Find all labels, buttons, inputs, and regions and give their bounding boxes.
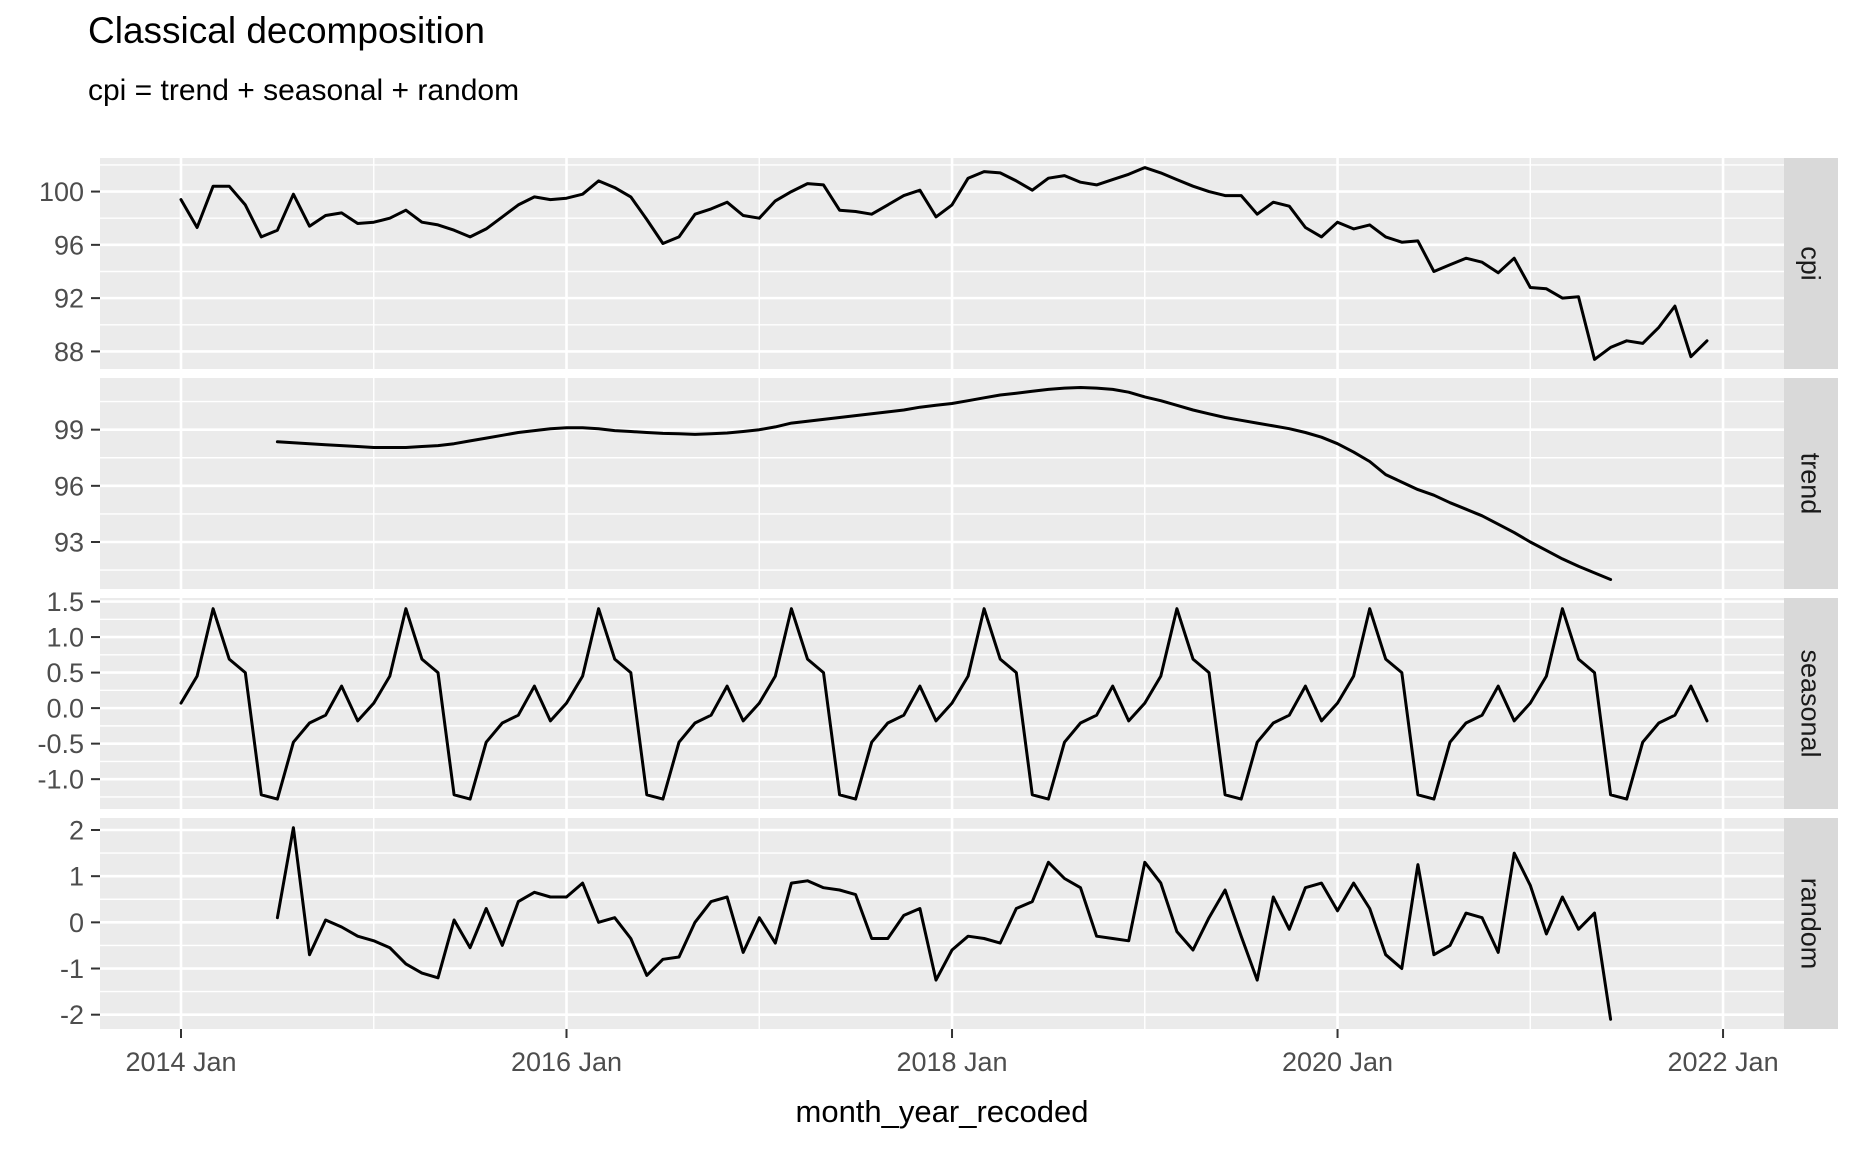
y-tick-label-random: -2 [60, 1000, 84, 1030]
y-tick-label-random: 2 [69, 815, 84, 845]
trend-line [275, 386, 1613, 581]
chart-title: Classical decomposition [88, 10, 485, 51]
y-tick-label-seasonal: -0.5 [37, 729, 84, 759]
strip-random [1784, 818, 1838, 1029]
strip-label-cpi: cpi [1796, 246, 1826, 281]
panel-cpi [100, 158, 1784, 369]
panel-seasonal [100, 598, 1784, 809]
x-axis: 2014 Jan 2016 Jan 2018 Jan 2020 Jan 2022 Jan [125, 1029, 1779, 1077]
y-tick-label-random: 1 [69, 862, 84, 892]
y-tick-label-seasonal: 1.0 [46, 623, 84, 653]
facet-trend: 99 96 93 trend [54, 378, 1838, 589]
x-tick-label: 2014 Jan [125, 1047, 236, 1077]
x-axis-title: month_year_recoded [795, 1094, 1089, 1129]
x-tick-label: 2018 Jan [896, 1047, 1007, 1077]
strip-trend [1784, 378, 1838, 589]
strip-seasonal [1784, 598, 1838, 809]
x-tick-label: 2016 Jan [511, 1047, 622, 1077]
x-tick-label: 2022 Jan [1667, 1047, 1778, 1077]
strip-cpi [1784, 158, 1838, 369]
cpi-line [179, 166, 1709, 361]
y-tick-label-random: -1 [60, 954, 84, 984]
y-tick-label-trend: 93 [54, 527, 84, 557]
facet-cpi: 100 96 92 88 cpi [39, 158, 1838, 369]
seasonal-line [179, 607, 1709, 801]
strip-label-random: random [1796, 878, 1826, 970]
y-tick-label-seasonal: -1.0 [37, 765, 84, 795]
y-tick-label-cpi: 100 [39, 177, 84, 207]
chart-subtitle: cpi = trend + seasonal + random [88, 74, 520, 107]
y-tick-label-random: 0 [69, 908, 84, 938]
y-tick-label-cpi: 92 [54, 284, 84, 314]
panel-trend [100, 378, 1784, 589]
y-tick-label-trend: 99 [54, 415, 84, 445]
y-tick-label-trend: 96 [54, 471, 84, 501]
random-line [275, 826, 1613, 1021]
facet-random: 2 1 0 -1 -2 random [60, 815, 1838, 1030]
y-tick-label-seasonal: 0.0 [46, 694, 84, 724]
strip-label-seasonal: seasonal [1796, 649, 1826, 757]
y-tick-label-cpi: 88 [54, 337, 84, 367]
y-tick-label-cpi: 96 [54, 230, 84, 260]
y-tick-label-seasonal: 0.5 [46, 658, 84, 688]
strip-label-trend: trend [1796, 453, 1826, 515]
facet-seasonal: 1.5 1.0 0.5 0.0 -0.5 -1.0 seasonal [37, 587, 1838, 809]
x-tick-label: 2020 Jan [1282, 1047, 1393, 1077]
y-tick-label-seasonal: 1.5 [46, 587, 84, 617]
